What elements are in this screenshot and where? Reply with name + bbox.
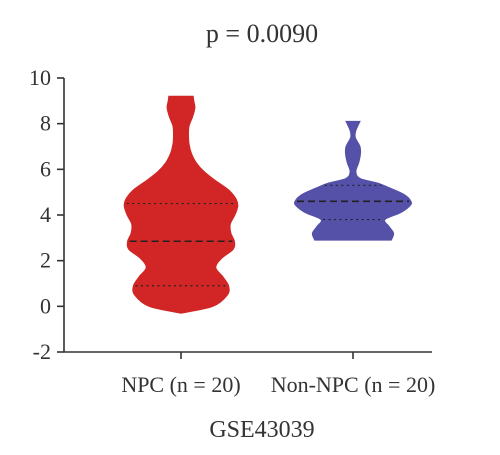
violin-body	[123, 95, 239, 314]
x-ticks: NPC (n = 20) Non-NPC (n = 20)	[121, 352, 435, 397]
x-category-label: NPC (n = 20)	[121, 372, 240, 397]
y-tick-label: 8	[40, 111, 51, 136]
y-ticks: -2 0 2 4 6 8 10	[29, 65, 64, 364]
violin-body	[293, 120, 413, 241]
y-tick-label: 4	[40, 202, 51, 227]
violins	[123, 95, 413, 314]
y-tick-label: 2	[40, 248, 51, 273]
x-axis-label: GSE43039	[209, 417, 314, 443]
x-category-label: Non-NPC (n = 20)	[271, 372, 436, 397]
y-tick-label: 10	[29, 65, 51, 90]
y-tick-label: 6	[40, 156, 51, 181]
y-tick-label: -2	[33, 339, 51, 364]
y-tick-label: 0	[40, 293, 51, 318]
chart-title: p = 0.0090	[206, 19, 318, 48]
